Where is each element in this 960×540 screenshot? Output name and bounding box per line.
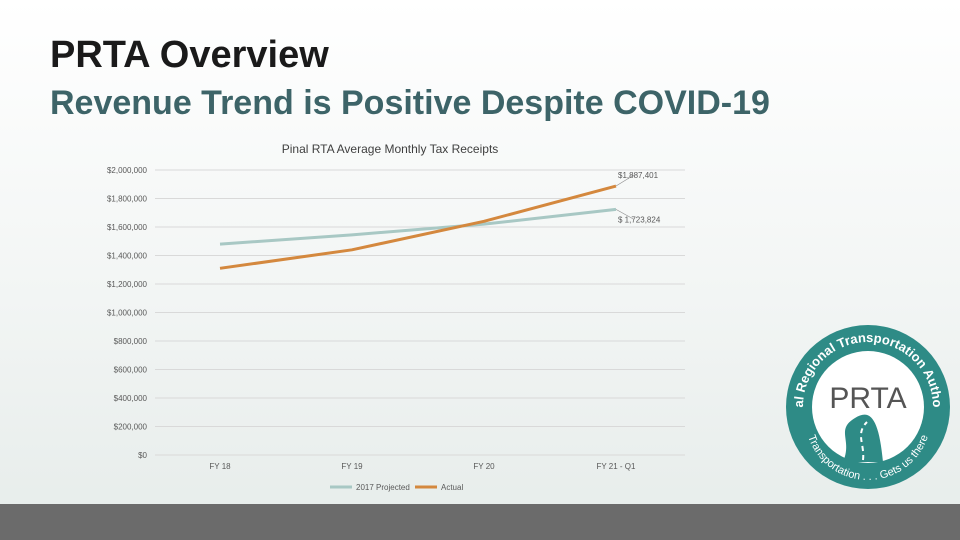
- data-label: $1,887,401: [618, 171, 659, 180]
- logo-center-letters: PRTA: [829, 382, 906, 415]
- data-label-leader: [615, 174, 635, 187]
- x-axis-labels: FY 18 FY 19 FY 20 FY 21 - Q1: [209, 462, 636, 471]
- legend-label: 2017 Projected: [356, 483, 410, 492]
- y-tick-label: $2,000,000: [107, 166, 148, 175]
- series-line-1: [219, 184, 617, 270]
- prta-logo: Pinal Regional Transportation Authority …: [783, 322, 950, 489]
- x-tick-label: FY 21 - Q1: [597, 462, 637, 471]
- series-line-0: [219, 207, 617, 246]
- data-label-leader: [615, 209, 635, 220]
- chart-title: Pinal RTA Average Monthly Tax Receipts: [282, 142, 499, 156]
- road-icon: [843, 414, 883, 462]
- y-tick-label: $1,200,000: [107, 280, 148, 289]
- x-tick-label: FY 18: [209, 462, 231, 471]
- y-tick-label: $200,000: [114, 423, 148, 432]
- y-tick-label: $1,600,000: [107, 223, 148, 232]
- footer-bar: [0, 504, 960, 540]
- y-tick-label: $1,400,000: [107, 252, 148, 261]
- data-label: $ 1,723,824: [618, 215, 661, 224]
- x-tick-label: FY 19: [341, 462, 363, 471]
- legend-label: Actual: [441, 483, 463, 492]
- chart-legend: 2017 Projected Actual: [330, 483, 463, 492]
- data-labels: $ 1,723,824 $1,887,401: [615, 171, 661, 224]
- slide-title: PRTA Overview: [50, 34, 329, 76]
- y-tick-label: $800,000: [114, 337, 148, 346]
- chart-series: [219, 184, 617, 270]
- y-tick-label: $1,000,000: [107, 309, 148, 318]
- tax-receipts-chart: Pinal RTA Average Monthly Tax Receipts $…: [107, 142, 685, 492]
- chart-gridlines: [155, 169, 685, 456]
- y-tick-label: $600,000: [114, 366, 148, 375]
- slide-subtitle: Revenue Trend is Positive Despite COVID-…: [50, 84, 770, 122]
- y-tick-label: $1,800,000: [107, 195, 148, 204]
- x-tick-label: FY 20: [473, 462, 495, 471]
- y-tick-label: $400,000: [114, 394, 148, 403]
- y-tick-label: $0: [138, 451, 147, 460]
- y-axis-labels: $0 $200,000 $400,000 $600,000 $800,000 $1,000…: [107, 166, 148, 460]
